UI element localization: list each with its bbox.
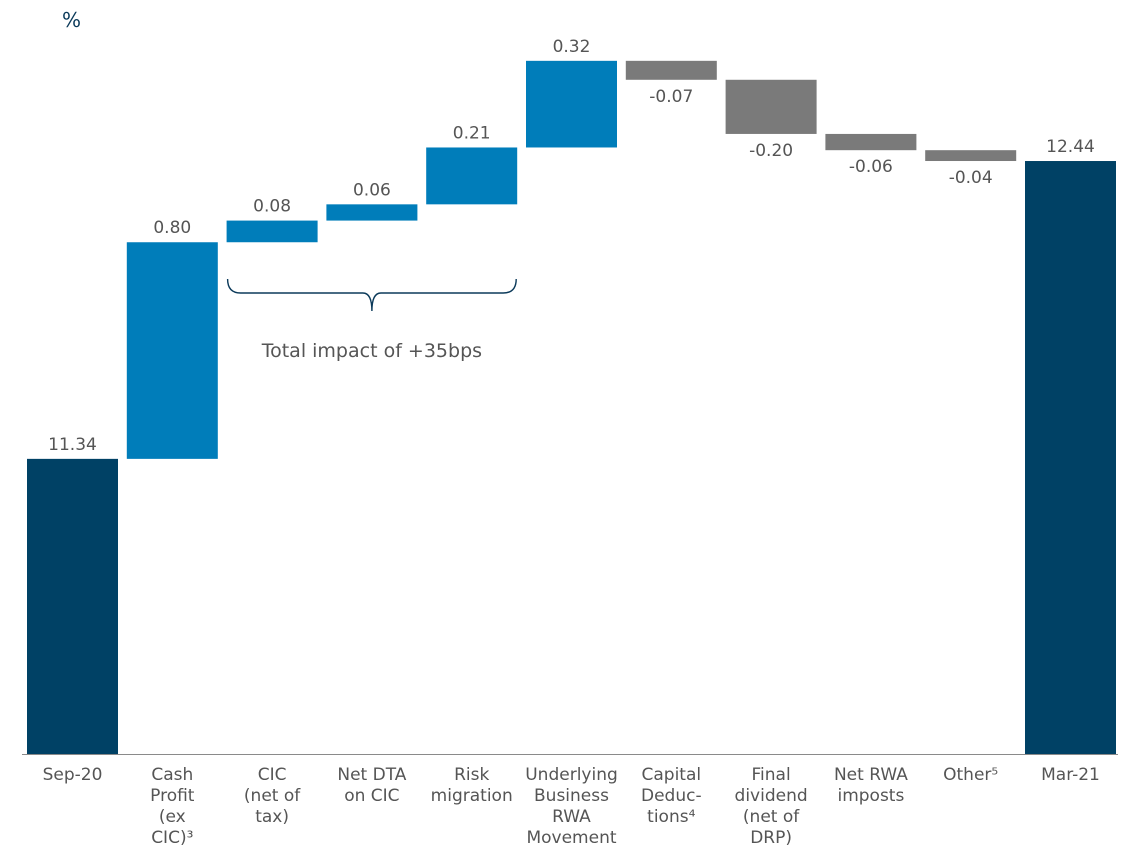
bar-10 <box>1025 161 1116 754</box>
category-label-9: Other⁵ <box>943 765 998 785</box>
bar-3 <box>326 204 418 221</box>
bar-1 <box>126 242 218 459</box>
x-axis: Sep-20 Cash Profit (ex CIC)³ CIC (net of tax) Ne… <box>22 754 1118 848</box>
category-label-5: Underlying Business RWA Movement <box>525 765 618 848</box>
value-label-4: 0.21 <box>453 123 491 143</box>
category-label-3: Net DTA on CIC <box>337 765 406 806</box>
value-label-10: 12.44 <box>1046 137 1095 157</box>
value-label-0: 11.34 <box>48 435 97 455</box>
bar-9 <box>925 150 1017 162</box>
bar-4 <box>426 147 518 205</box>
bar-8 <box>825 133 917 151</box>
value-label-6: -0.07 <box>649 87 693 107</box>
value-label-5: 0.32 <box>553 37 591 57</box>
unit-label: % <box>62 8 82 32</box>
category-label-4: Risk migration <box>431 765 513 806</box>
category-label-8: Net RWA imposts <box>834 765 908 806</box>
category-label-7: Final dividend (net of DRP) <box>735 765 808 848</box>
bars <box>27 60 1116 754</box>
bar-7 <box>725 79 817 134</box>
value-label-1: 0.80 <box>153 218 191 238</box>
bar-6 <box>625 60 717 80</box>
impact-bracket <box>226 278 517 312</box>
impact-annotation-text: Total impact of +35bps <box>261 340 482 362</box>
value-label-2: 0.08 <box>253 197 291 217</box>
value-label-8: -0.06 <box>849 157 893 177</box>
category-label-6: Capital Deduc-tions⁴ <box>641 765 702 827</box>
bar-2 <box>226 220 318 243</box>
category-label-1: Cash Profit (ex CIC)³ <box>150 765 195 848</box>
value-label-7: -0.20 <box>749 141 793 161</box>
value-labels: 11.34 0.80 0.08 0.06 0.21 0.32 -0.07 -0.20 -0.06… <box>48 37 1095 455</box>
bar-5 <box>526 60 617 148</box>
annotation: Total impact of +35bps <box>226 278 517 362</box>
value-label-9: -0.04 <box>949 168 993 188</box>
bar-0 <box>27 458 118 754</box>
value-label-3: 0.06 <box>353 180 391 200</box>
category-label-2: CIC (net of tax) <box>244 765 301 827</box>
category-label-10: Mar-21 <box>1041 765 1100 785</box>
category-label-0: Sep-20 <box>43 765 103 785</box>
